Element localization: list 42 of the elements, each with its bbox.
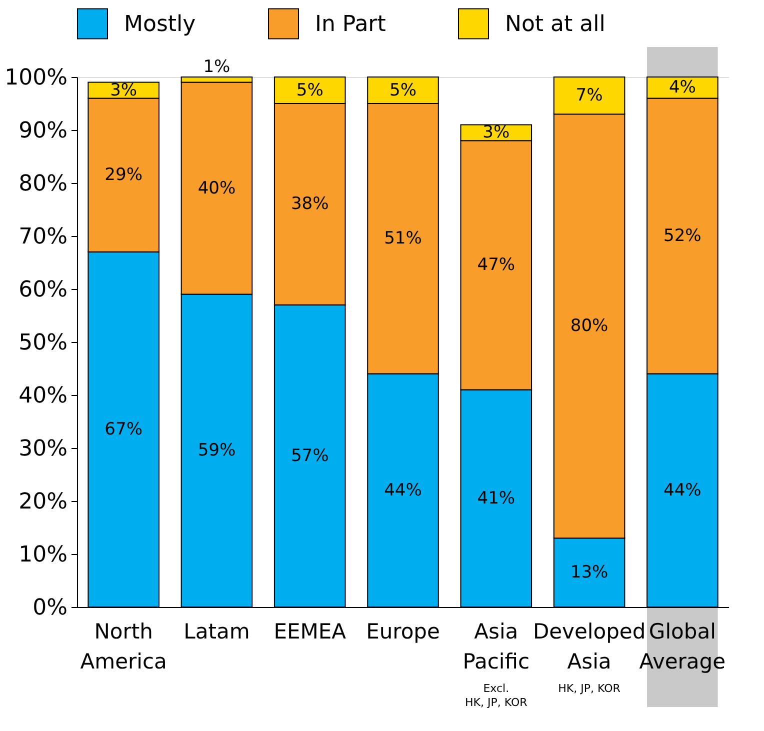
data-label: 3%: [110, 80, 138, 100]
data-label: 7%: [576, 86, 603, 106]
data-label: 41%: [477, 488, 516, 508]
data-label: 47%: [477, 255, 516, 276]
legend-label: In Part: [315, 12, 386, 37]
y-tick-label: 30%: [18, 436, 68, 462]
y-tick-label: 10%: [18, 542, 68, 568]
y-tick-label: 60%: [18, 278, 68, 302]
data-label: 5%: [296, 80, 324, 100]
y-tick-label: 20%: [18, 490, 68, 514]
x-tick-label: EEMEA: [274, 620, 347, 644]
y-tick-label: 50%: [18, 330, 68, 356]
text: HK, JP, KOR: [558, 682, 621, 695]
data-label: 59%: [198, 440, 236, 461]
data-label: 29%: [104, 165, 142, 186]
legend-label: Mostly: [124, 12, 196, 37]
data-label: 80%: [570, 316, 608, 336]
data-label: 3%: [482, 122, 510, 143]
data-label: 38%: [290, 194, 329, 214]
y-tick-label: 40%: [18, 384, 68, 408]
data-label: 4%: [668, 78, 696, 98]
data-label: 40%: [198, 178, 236, 198]
data-label: 67%: [104, 419, 142, 440]
y-tick-label: 70%: [18, 224, 68, 250]
data-label: 13%: [570, 562, 608, 583]
y-tick-label: 80%: [18, 172, 68, 196]
y-tick-label: 0%: [32, 596, 68, 620]
data-label: 52%: [664, 226, 702, 246]
x-tick-label: Europe: [366, 620, 440, 644]
legend-label: Not at all: [505, 12, 606, 37]
x-tick-label: Asia Pacific: [462, 620, 530, 674]
y-tick-label: 90%: [18, 118, 68, 144]
data-label: 51%: [384, 228, 422, 249]
y-tick-label: 100%: [4, 66, 68, 90]
x-tick-label: Latam: [184, 620, 250, 644]
data-label: 57%: [290, 446, 329, 466]
data-label: 5%: [390, 80, 416, 100]
x-tick-label: North America: [80, 620, 167, 674]
data-label: 44%: [664, 480, 702, 500]
data-label: 1%: [203, 57, 230, 77]
data-label: 44%: [384, 480, 422, 500]
text: Excl. HK, JP, KOR: [465, 682, 528, 709]
